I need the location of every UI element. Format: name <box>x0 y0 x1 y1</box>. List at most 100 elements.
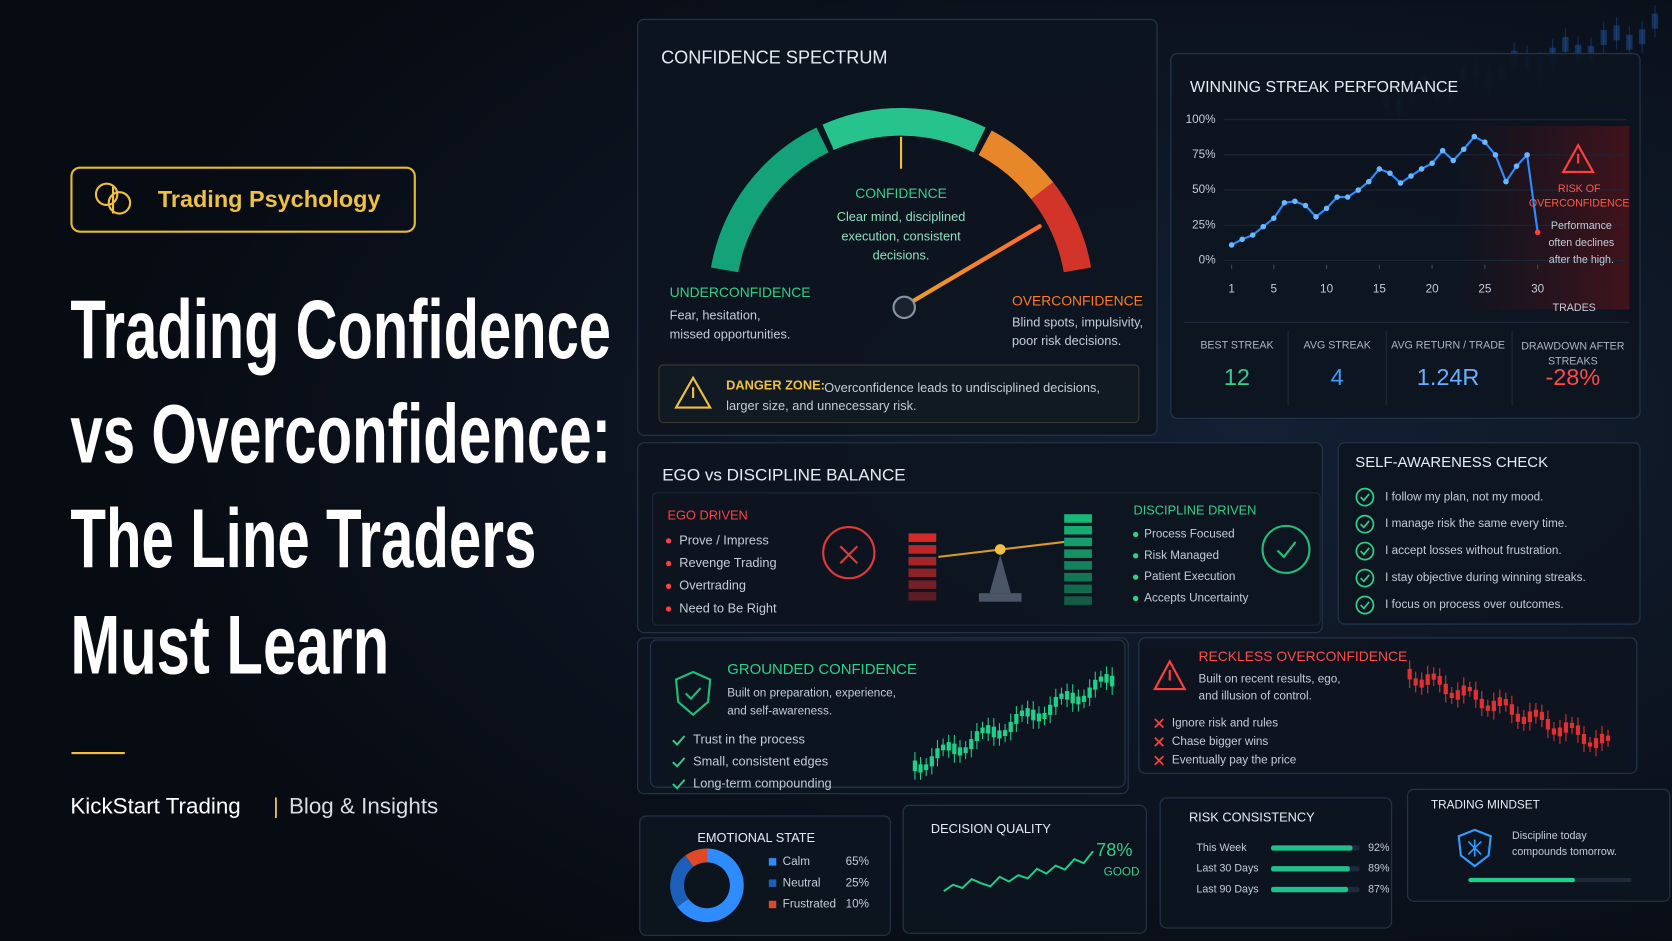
ego-item: Prove / Impress <box>679 532 769 547</box>
streak-point <box>1334 194 1340 200</box>
bullet <box>665 538 672 544</box>
candle-decor <box>1407 668 1412 680</box>
discipline-bar-decor <box>1064 549 1092 558</box>
bg-candle-decor <box>1562 36 1569 52</box>
x-tick-label: 15 <box>1373 282 1387 295</box>
bg-candle-decor <box>1613 25 1620 41</box>
legend-swatch <box>768 900 777 909</box>
streak-point <box>1355 187 1362 193</box>
warning-box <box>658 364 1140 424</box>
candle-decor <box>1575 725 1581 735</box>
headline: The Line Traders <box>70 492 536 585</box>
check-icon <box>672 735 686 746</box>
candle-decor <box>991 726 996 738</box>
risk-zone <box>1455 126 1630 310</box>
streak-point <box>1271 215 1277 221</box>
shield-icon <box>674 670 712 717</box>
panel-title: CONFIDENCE SPECTRUM <box>661 48 887 68</box>
candle-decor <box>1081 695 1087 702</box>
streak-point <box>1387 170 1393 176</box>
candle-decor <box>1605 735 1611 741</box>
candle-decor <box>940 744 946 751</box>
streak-point <box>1471 133 1478 140</box>
streak-point <box>1366 178 1372 185</box>
risk-icon <box>1561 143 1595 173</box>
candle-decor <box>1036 713 1042 722</box>
candle-decor <box>1437 675 1442 685</box>
streak-point <box>1292 198 1298 205</box>
candle-decor <box>1413 678 1418 686</box>
discipline-item: Patient Execution <box>1144 570 1235 583</box>
candle-decor <box>1431 673 1436 680</box>
candle-decor <box>924 764 929 771</box>
zone-label: CONFIDENCE <box>855 185 947 201</box>
value-label: 89% <box>1368 863 1390 875</box>
value-label: 25% <box>846 876 869 889</box>
streak-point <box>1249 232 1256 238</box>
candle-decor <box>1479 698 1484 709</box>
bullet <box>1132 553 1139 559</box>
scale-stand <box>989 554 1011 594</box>
gauge-hub <box>892 295 916 320</box>
warning-text: Overconfidence leads to undisciplined de… <box>824 380 1100 395</box>
candle-decor <box>1419 679 1424 688</box>
streak-point <box>1239 236 1245 243</box>
cross-icon <box>1154 737 1164 747</box>
zone-text: Fear, hesitation, <box>670 307 761 322</box>
panel-title: WINNING STREAK PERFORMANCE <box>1190 79 1458 96</box>
check-icon <box>1355 568 1375 588</box>
discipline-item: Accepts Uncertainty <box>1144 592 1248 605</box>
zone-text: execution, consistent <box>841 228 961 243</box>
card-item: Trust in the process <box>693 732 805 747</box>
candle-decor <box>963 747 968 754</box>
candle-decor <box>1093 679 1098 690</box>
streak-point <box>1260 223 1267 230</box>
badge-text: Trading Psychology <box>158 186 381 212</box>
zone-text: poor risk decisions. <box>1012 333 1121 348</box>
gauge-segment <box>710 127 829 273</box>
cross-icon <box>1154 718 1164 729</box>
bg-candle-decor <box>1638 29 1646 45</box>
candle-decor <box>1563 722 1569 733</box>
legend-label: Frustrated <box>783 898 836 911</box>
warning-icon <box>674 375 713 409</box>
stat-value: 12 <box>1224 364 1250 390</box>
legend-label: Neutral <box>783 876 821 889</box>
separator: | <box>273 793 279 818</box>
check-icon <box>1355 595 1375 615</box>
bar <box>1271 886 1349 893</box>
check-item: I manage risk the same every time. <box>1385 517 1567 530</box>
risk-label: OVERCONFIDENCE <box>1529 198 1630 210</box>
panel-grounded <box>649 639 1126 788</box>
candle-decor <box>1551 728 1557 735</box>
bg-candle-decor <box>1626 34 1633 50</box>
zone-label: OVERCONFIDENCE <box>1012 293 1143 309</box>
ego-bar-decor <box>908 592 937 601</box>
candle-decor <box>1485 705 1490 711</box>
candle-decor <box>1569 722 1575 729</box>
ego-item: Overtrading <box>679 578 746 593</box>
candle-decor <box>1098 676 1104 682</box>
check-icon <box>1355 541 1375 561</box>
candle-decor <box>1076 696 1081 705</box>
ego-head-icon <box>822 525 876 580</box>
ego-bar-decor <box>908 568 937 578</box>
ego-label: EGO DRIVEN <box>668 508 748 523</box>
candle-decor <box>1581 734 1587 744</box>
streak-point <box>1344 194 1351 200</box>
ego-bar-decor <box>908 556 937 566</box>
gauge-needle <box>902 224 1042 309</box>
headline: vs Overconfidence: <box>70 388 611 481</box>
badge-box <box>70 166 416 233</box>
candle-decor <box>1509 704 1514 715</box>
streak-point <box>1513 163 1520 169</box>
value-label: 10% <box>846 898 869 911</box>
mindset-text: Discipline today <box>1512 830 1587 842</box>
donut-segment <box>670 855 694 907</box>
inner-box <box>652 492 1321 626</box>
candle-decor <box>1455 690 1460 700</box>
panel-title: TRADING MINDSET <box>1431 798 1540 811</box>
discipline-bar-decor <box>1064 584 1092 594</box>
row-label: Last 90 Days <box>1196 883 1258 895</box>
